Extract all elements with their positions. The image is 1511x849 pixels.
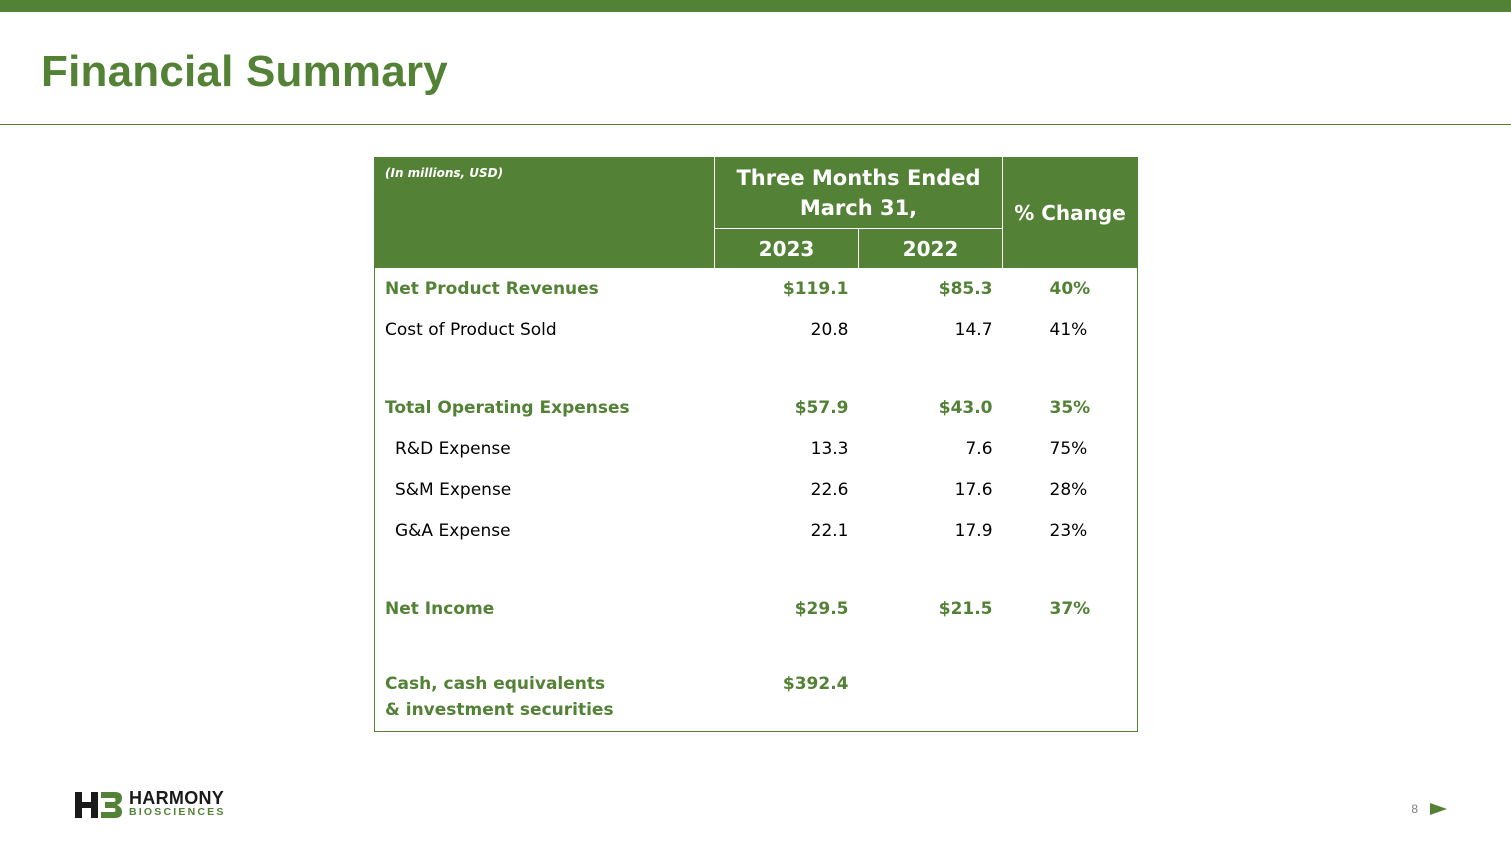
value-2022: 17.6 [954,479,993,500]
top-accent-bar [0,0,1511,12]
page-number: 8 [1411,802,1418,816]
row-label: Net Product Revenues [385,278,599,299]
value-2023: 22.6 [810,479,849,500]
table-row: Cash, cash equivalents & investment secu… [375,666,1138,732]
logo-name: HARMONY [129,788,225,808]
financial-summary-table: (In millions, USD) Three Months Ended Ma… [374,157,1139,732]
table-row: S&M Expense 22.6 17.6 28% [375,469,1138,510]
spacer-row [375,629,1138,666]
spacer-row [375,551,1138,588]
slide-title: Financial Summary [41,47,448,96]
value-2022 [859,666,1003,732]
logo-subtitle: BIOSCIENCES [129,806,226,818]
value-2023: $57.9 [794,397,849,418]
cash-label: Cash, cash equivalents & investment secu… [385,674,614,720]
year-header-2023: 2023 [714,228,859,268]
change-header: % Change [1002,157,1138,268]
value-2023: 20.8 [810,319,849,340]
value-2022: 7.6 [965,438,993,459]
hb-logo-icon [75,792,122,818]
play-arrow-icon[interactable] [1430,802,1448,816]
units-note: (In millions, USD) [374,157,715,268]
spacer-row [375,350,1138,387]
percent-change: 23% [1049,520,1088,541]
percent-change: 41% [1049,319,1088,340]
value-2023: $29.5 [794,598,849,619]
value-2022: 14.7 [954,319,993,340]
value-2023: 22.1 [810,520,849,541]
table-row: Net Income $29.5 $21.5 37% [375,588,1138,629]
percent-change: 37% [1049,598,1091,619]
table-row: R&D Expense 13.3 7.6 75% [375,428,1138,469]
value-2023: $119.1 [782,278,849,299]
percent-change: 35% [1049,397,1091,418]
period-header: Three Months Ended March 31, [714,157,1004,229]
percent-change [1003,666,1138,732]
row-label: Total Operating Expenses [385,397,630,418]
value-2022: $85.3 [938,278,993,299]
row-label: Cash, cash equivalents & investment secu… [375,666,715,732]
value-2022: $21.5 [938,598,993,619]
row-label: Net Income [385,598,495,619]
row-label: R&D Expense [395,438,511,459]
row-label: G&A Expense [395,520,511,541]
value-2023: 13.3 [810,438,849,459]
percent-change: 75% [1049,438,1088,459]
table-row: G&A Expense 22.1 17.9 23% [375,510,1138,551]
value-2022: 17.9 [954,520,993,541]
value-2022: $43.0 [938,397,993,418]
value-2023: $392.4 [782,674,849,694]
percent-change: 40% [1049,278,1091,299]
table-row: Net Product Revenues $119.1 $85.3 40% [375,268,1138,309]
table-row: Total Operating Expenses $57.9 $43.0 35% [375,387,1138,428]
percent-change: 28% [1049,479,1088,500]
row-label: Cost of Product Sold [385,319,557,340]
company-logo: HARMONY BIOSCIENCES [75,788,245,820]
title-divider [0,124,1511,125]
row-label: S&M Expense [395,479,512,500]
year-header-2022: 2022 [858,228,1004,268]
table-row: Cost of Product Sold 20.8 14.7 41% [375,309,1138,350]
